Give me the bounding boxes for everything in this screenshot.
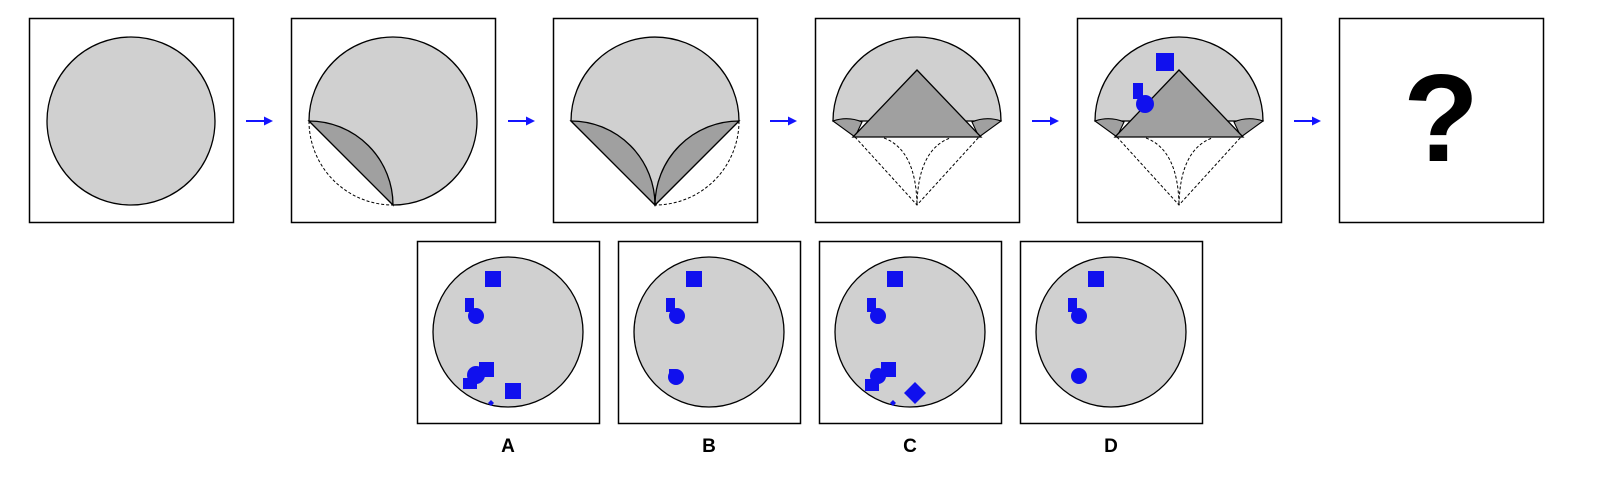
paper-circle: [633, 256, 785, 408]
circle-icon: [468, 308, 484, 324]
diamond-icon: [488, 400, 494, 406]
unfolded-outline-dashed: [854, 136, 980, 206]
paper-remaining: [308, 36, 478, 206]
square-icon: [505, 383, 521, 399]
square-icon: [865, 379, 879, 391]
diamond-icon: [890, 400, 896, 406]
square-icon: [1068, 298, 1077, 312]
option-c[interactable]: C: [818, 240, 1003, 458]
option-a-label: A: [501, 436, 515, 457]
circle-icon: [669, 308, 685, 324]
option-b-label: B: [702, 436, 716, 457]
folded-flap-tip-left: [831, 118, 863, 138]
square-icon: [669, 369, 676, 377]
right-arrow-icon: [1032, 116, 1059, 126]
circle-icon: [870, 308, 886, 324]
step-2-panel: [290, 17, 497, 224]
square-icon: [485, 271, 501, 287]
unfolded-outline-dashed: [1116, 136, 1242, 206]
square-icon: [1133, 83, 1143, 99]
square-icon: [887, 271, 903, 287]
folded-flap-left: [569, 120, 656, 207]
square-icon: [1088, 271, 1104, 287]
folded-flap-left: [307, 120, 394, 207]
folded-triangle: [851, 69, 983, 138]
step-4-panel: [814, 17, 1021, 224]
folded-flap-tip-right: [1233, 118, 1265, 138]
circle-icon: [1136, 95, 1154, 113]
circle-icon: [1071, 368, 1087, 384]
right-arrow-icon: [1294, 116, 1321, 126]
step-1-panel: [28, 17, 235, 224]
diamond-icon: [904, 382, 926, 404]
folded-flap-tip-left: [1093, 118, 1125, 138]
step-3-panel: [552, 17, 759, 224]
right-arrow-icon: [246, 116, 273, 126]
paper-circle: [46, 36, 216, 206]
paper-circle: [834, 256, 986, 408]
circle-icon: [1071, 308, 1087, 324]
square-icon: [666, 298, 675, 312]
paper-circle: [1035, 256, 1187, 408]
unfolded-edge-dashed: [308, 120, 394, 206]
square-icon: [1156, 53, 1174, 71]
right-arrow-icon: [770, 116, 797, 126]
folded-flap-tip-right: [971, 118, 1003, 138]
question-panel: ?: [1338, 17, 1545, 224]
paper-remaining: [570, 36, 740, 206]
square-icon: [463, 378, 477, 389]
unfolded-edge-dashed: [654, 120, 740, 206]
option-a[interactable]: A: [416, 240, 601, 458]
option-d-label: D: [1104, 436, 1118, 457]
folded-flap-right: [654, 120, 741, 207]
option-d[interactable]: D: [1019, 240, 1204, 458]
step-5-panel: [1076, 17, 1283, 224]
question-frame: [1338, 17, 1545, 224]
square-icon: [465, 298, 474, 312]
square-icon: [867, 298, 876, 312]
question-mark: ?: [1403, 50, 1479, 188]
option-c-label: C: [903, 436, 917, 457]
square-icon: [686, 271, 702, 287]
right-arrow-icon: [508, 116, 535, 126]
option-b[interactable]: B: [617, 240, 802, 458]
